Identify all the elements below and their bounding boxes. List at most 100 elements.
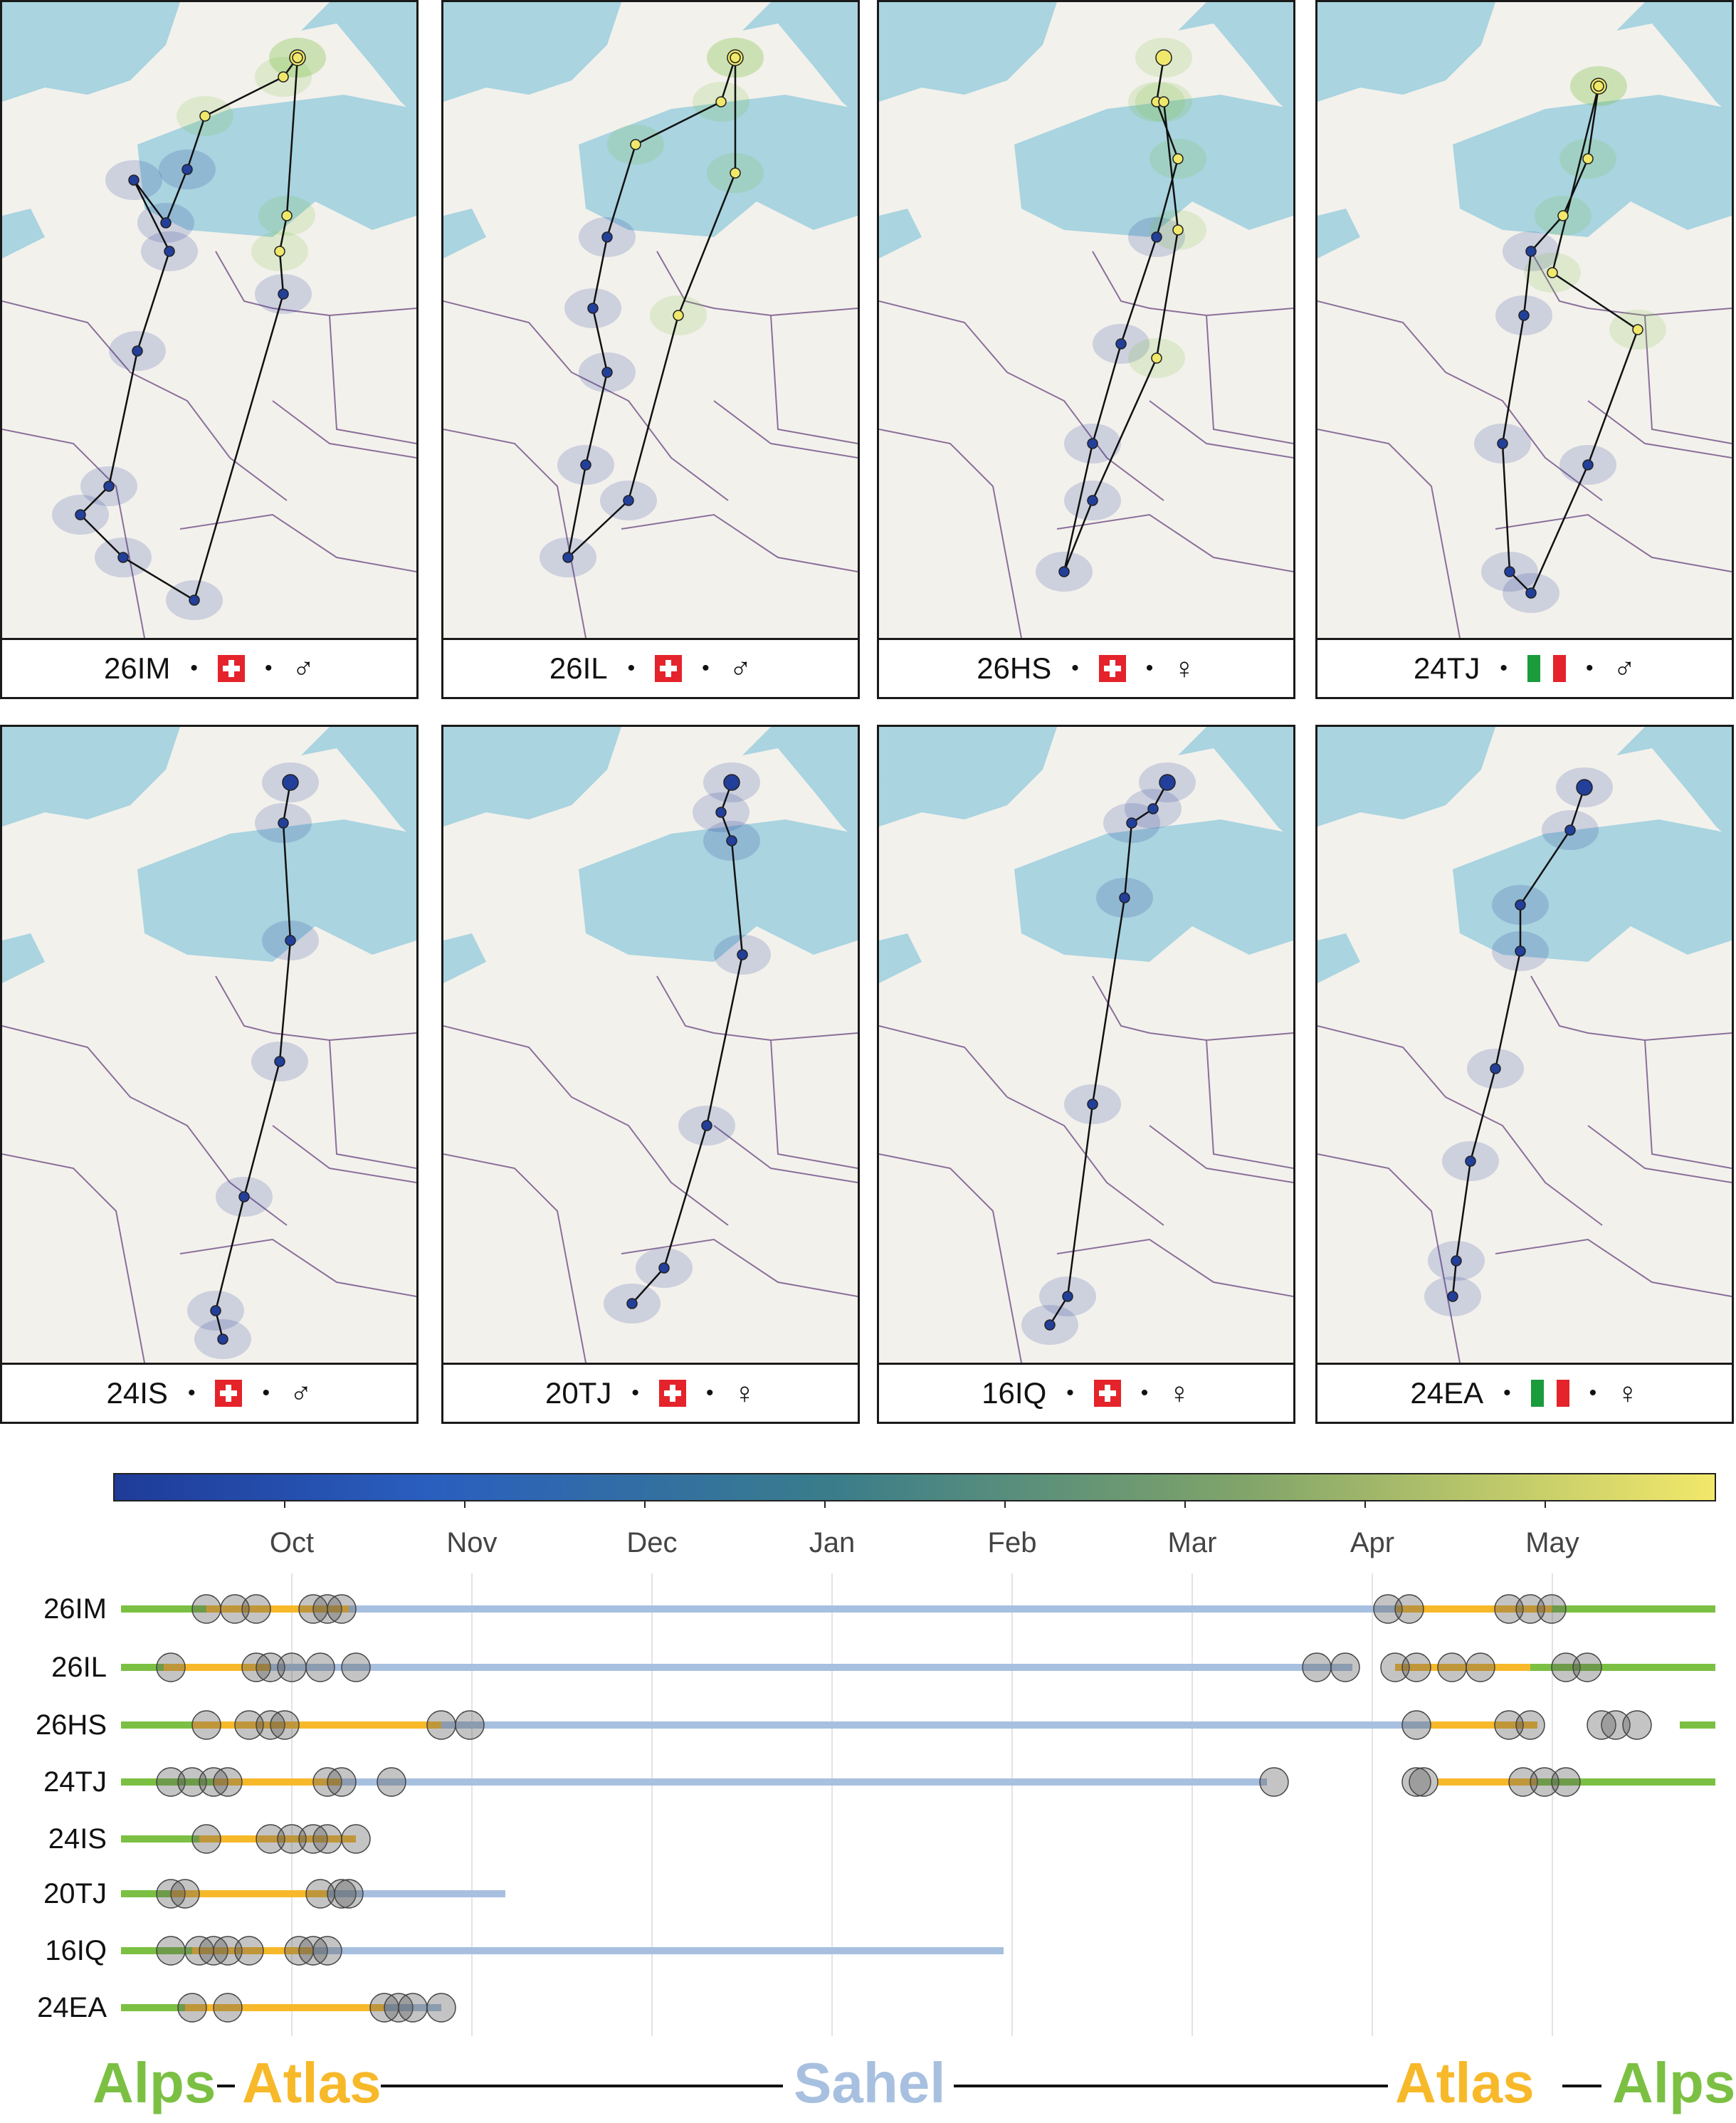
- swiss-flag-icon: [215, 1380, 243, 1407]
- legend-atlas-left: Atlas: [242, 2051, 382, 2114]
- female-symbol-icon: ♀: [1168, 1376, 1191, 1410]
- swiss-flag-icon: [217, 655, 245, 682]
- stopover-circle: [1551, 1767, 1581, 1797]
- panel-label: 24IS • • ♂: [2, 1363, 416, 1422]
- track-point: [1087, 1099, 1098, 1110]
- track-point: [132, 345, 143, 357]
- track-point: [278, 288, 289, 300]
- map: [443, 727, 858, 1363]
- sea-area: [879, 2, 957, 59]
- country-border: [272, 400, 416, 458]
- separator-dot: •: [1500, 656, 1508, 680]
- separator-dot: •: [702, 656, 710, 680]
- stopover-circle: [1302, 1652, 1332, 1682]
- track-point: [1058, 566, 1070, 577]
- stopover-circle: [1409, 1767, 1438, 1797]
- track-point: [281, 210, 293, 221]
- track-point: [1515, 899, 1526, 911]
- stopover-circle: [1572, 1652, 1602, 1682]
- track-point: [1062, 1291, 1073, 1302]
- month-label: Mar: [1168, 1527, 1217, 1558]
- female-symbol-icon: ♀: [1616, 1376, 1639, 1410]
- separator-dot: •: [631, 1381, 639, 1405]
- sea-area: [443, 209, 486, 258]
- track-point: [1147, 803, 1159, 814]
- stopover-circle: [177, 1767, 207, 1797]
- legend-atlas-right: Atlas: [1395, 2051, 1535, 2114]
- timeline-row-label: 16IQ: [45, 1935, 107, 1966]
- country-border: [1317, 429, 1461, 638]
- track-point: [580, 459, 591, 471]
- stopover-circle: [426, 1993, 456, 2023]
- timeline-chart: Oct Nov Dec Jan Feb Mar Apr May 26IM 26IL 26HS 24TJ…: [36, 1473, 1716, 2087]
- track-point: [1582, 153, 1594, 164]
- track-point: [1525, 246, 1537, 257]
- separator-dot: •: [264, 656, 273, 680]
- bird-id: 24TJ: [1414, 651, 1480, 685]
- map-panel-24tj: 24TJ • • ♂: [1315, 0, 1734, 699]
- country-border: [1317, 1153, 1461, 1363]
- country-border: [1092, 975, 1293, 1042]
- sea-area: [137, 819, 416, 962]
- track-point: [278, 817, 289, 829]
- country-border: [1149, 400, 1293, 458]
- stopover-circle: [455, 1710, 485, 1740]
- map-panel-20tj: 20TJ • • ♀: [441, 725, 860, 1424]
- female-symbol-icon: ♀: [733, 1376, 756, 1410]
- sea-area: [1317, 2, 1396, 59]
- panel-label: 26IM • • ♂: [2, 638, 416, 697]
- swiss-flag-icon: [655, 655, 683, 682]
- colorbar: [113, 1473, 1716, 1501]
- bird-id: 26HS: [977, 651, 1052, 685]
- track-point: [1547, 267, 1558, 278]
- track-point: [701, 1120, 712, 1131]
- track-point: [601, 231, 613, 243]
- stopover-circle: [341, 1824, 371, 1854]
- country-border: [713, 400, 858, 458]
- timeline-row-label: 26IL: [51, 1652, 107, 1683]
- track-point: [189, 594, 200, 606]
- country-border: [1206, 1039, 1293, 1169]
- track-point: [1151, 231, 1162, 243]
- sea-area: [1317, 727, 1396, 784]
- separator-dot: •: [705, 1381, 714, 1405]
- timeline-row-label: 26HS: [36, 1709, 107, 1741]
- country-border: [879, 1153, 1022, 1363]
- swiss-flag-icon: [1098, 655, 1126, 682]
- track-point: [1044, 1319, 1056, 1331]
- track-point: [128, 174, 140, 186]
- stopover-circle: [1601, 1710, 1631, 1740]
- country-border: [1056, 1238, 1293, 1297]
- country-border: [1149, 1125, 1293, 1183]
- stopover-circle: [305, 1652, 335, 1682]
- track-point: [1576, 779, 1593, 796]
- male-symbol-icon: ♂: [292, 651, 315, 685]
- timeline-row-label: 20TJ: [43, 1878, 107, 1909]
- sea-area: [443, 2, 522, 59]
- sea-area: [1014, 95, 1293, 237]
- bird-id: 16IQ: [982, 1376, 1047, 1410]
- migration-track: [1451, 787, 1586, 1297]
- sea-area: [1616, 2, 1732, 116]
- timeline-row-label: 24EA: [37, 1992, 107, 2023]
- country-border: [621, 513, 858, 572]
- track-point: [658, 1262, 670, 1274]
- stopover-circle: [1401, 1710, 1431, 1740]
- country-border: [179, 513, 416, 572]
- country-border: [656, 975, 858, 1042]
- country-border: [1587, 1125, 1732, 1183]
- track-point: [1447, 1291, 1458, 1302]
- stopover-circle: [156, 1652, 186, 1682]
- track-point: [730, 167, 741, 179]
- track-point: [164, 246, 175, 257]
- sea-area: [2, 727, 80, 784]
- country-border: [272, 1125, 416, 1183]
- country-border: [1530, 251, 1732, 317]
- sea-area: [2, 2, 80, 59]
- track-point: [75, 509, 86, 520]
- map: [2, 727, 416, 1363]
- track-point: [103, 481, 115, 492]
- country-border: [770, 315, 858, 444]
- legend-alps-right: Alps: [1612, 2051, 1736, 2114]
- track-point: [1172, 224, 1184, 236]
